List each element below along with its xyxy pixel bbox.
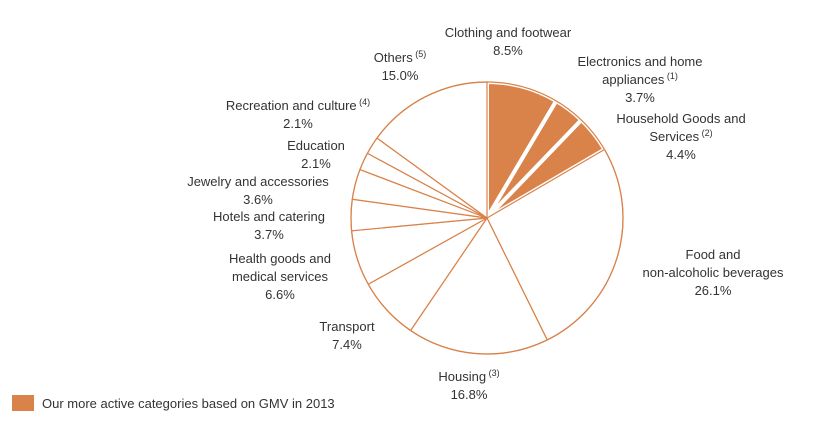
slice-label-household-goods-and-services: Household Goods and Services (2) 4.4%: [616, 111, 745, 162]
slice-label-others: Others (5) 15.0%: [374, 49, 427, 83]
slice-label-transport: Transport 7.4%: [319, 319, 375, 352]
slice-label-clothing-and-footwear: Clothing and footwear 8.5%: [445, 25, 572, 58]
slice-label-electronics-and-home-appliances: Electronics and home appliances (1) 3.7%: [577, 54, 702, 105]
slice-label-education: Education 2.1%: [287, 138, 345, 171]
slice-label-housing: Housing (3) 16.8%: [438, 368, 499, 402]
legend: Our more active categories based on GMV …: [12, 395, 335, 411]
legend-text: Our more active categories based on GMV …: [42, 395, 335, 411]
slice-label-jewelry-and-accessories: Jewelry and accessories 3.6%: [187, 174, 329, 207]
legend-swatch: [12, 395, 34, 411]
pie-outline: [350, 81, 624, 355]
slice-label-hotels-and-catering: Hotels and catering 3.7%: [213, 209, 325, 242]
slice-label-recreation-and-culture: Recreation and culture (4) 2.1%: [226, 97, 370, 131]
slice-label-food-and-non-alcoholic-beverages: Food and non-alcoholic beverages 26.1%: [643, 247, 784, 298]
slice-label-health-goods-and-medical-services: Health goods and medical services 6.6%: [229, 251, 331, 302]
